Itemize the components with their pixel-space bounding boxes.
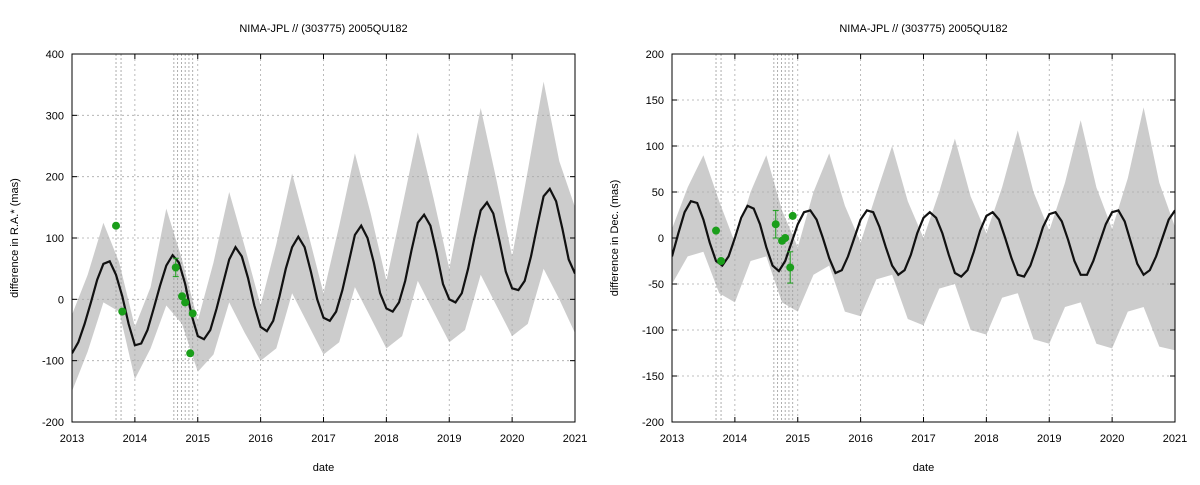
dec-xtick-label-8: 2021 [1163, 433, 1187, 445]
ra-obs-point-0 [112, 221, 121, 230]
dec-xtick-label-0: 2013 [660, 433, 684, 445]
dec-xtick-label-5: 2018 [974, 433, 998, 445]
dec-ytick-label-8: 200 [646, 49, 664, 61]
dec-chart-title: NIMA-JPL // (303775) 2005QU182 [839, 23, 1007, 35]
dec-ytick-label-5: 50 [652, 187, 664, 199]
dec-y-axis-label: difference in Dec. (mas) [609, 180, 621, 297]
dec-ytick-label-1: -150 [642, 371, 664, 383]
dec-x-axis-label: date [913, 462, 934, 474]
ra-ytick-label-2: 0 [58, 294, 64, 306]
dec-ytick-label-3: -50 [648, 279, 664, 291]
ra-ytick-label-4: 200 [46, 172, 64, 184]
dec-obs-point-4 [781, 234, 790, 242]
ra-xtick-label-3: 2016 [248, 433, 272, 445]
dec-obs-point-1 [717, 257, 726, 265]
ra-x-axis-label: date [313, 462, 334, 474]
dec-obs-point-2 [771, 220, 780, 229]
ra-xtick-label-0: 2013 [60, 433, 84, 445]
dec-ytick-label-7: 150 [646, 95, 664, 107]
ra-xtick-label-1: 2014 [123, 433, 147, 445]
dec-xtick-label-2: 2015 [786, 433, 810, 445]
ra-ytick-label-3: 100 [46, 233, 64, 245]
ra-uncertainty-band [72, 81, 575, 392]
ra-ytick-label-5: 300 [46, 110, 64, 122]
ra-obs-point-6 [188, 309, 197, 318]
dec-obs-point-6 [788, 211, 797, 220]
dec-ytick-label-4: 0 [658, 233, 664, 245]
ra-model-line [72, 186, 575, 354]
dec-obs-point-0 [712, 226, 721, 235]
dec-panel: -200 -150 -100 -50 0 50 100 150 200 2013 2014 2015 2… [609, 23, 1187, 474]
dec-ytick-label-2: -100 [642, 325, 664, 337]
ra-obs-point-2 [171, 263, 180, 272]
dec-ytick-label-6: 100 [646, 141, 664, 153]
ra-xtick-label-8: 2021 [563, 433, 587, 445]
dec-xtick-label-1: 2014 [723, 433, 747, 445]
ra-xtick-label-6: 2019 [437, 433, 461, 445]
dec-xtick-label-3: 2016 [848, 433, 872, 445]
ra-xtick-label-4: 2017 [311, 433, 335, 445]
ra-xtick-label-7: 2020 [500, 433, 524, 445]
ra-ytick-label-1: -100 [42, 356, 64, 368]
ra-xtick-label-5: 2018 [374, 433, 398, 445]
dec-ytick-label-0: -200 [642, 417, 664, 429]
ra-obs-point-4 [181, 298, 190, 307]
dec-xtick-label-7: 2020 [1100, 433, 1124, 445]
ra-ytick-label-0: -200 [42, 417, 64, 429]
ra-chart-title: NIMA-JPL // (303775) 2005QU182 [239, 23, 407, 35]
ra-y-axis-label: difference in R.A.* (mas) [9, 178, 21, 298]
ra-ytick-label-6: 400 [46, 49, 64, 61]
ra-xtick-label-2: 2015 [186, 433, 210, 445]
dec-obs-point-5 [786, 263, 795, 272]
ra-obs-point-3 [178, 292, 187, 301]
ra-panel: -200 -100 0 100 200 300 400 2013 2014 2015 2016 201… [9, 23, 587, 474]
dec-model-line [672, 199, 1175, 278]
ra-obs-point-1 [118, 307, 127, 316]
dec-xtick-label-6: 2019 [1037, 433, 1061, 445]
dec-xtick-label-4: 2017 [911, 433, 935, 445]
dec-uncertainty-band [672, 107, 1175, 351]
ra-obs-point-5 [186, 349, 195, 358]
